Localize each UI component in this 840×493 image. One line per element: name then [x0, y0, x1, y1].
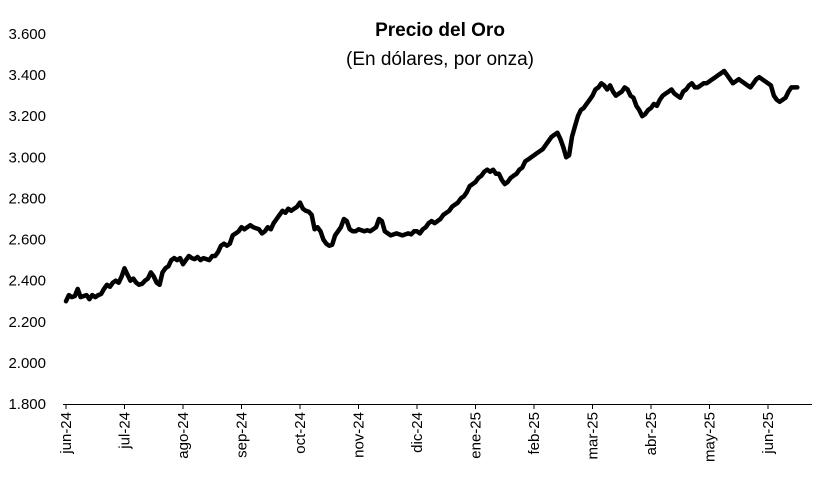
x-tick-label: oct-24 — [292, 412, 309, 454]
chart-title: Precio del Oro — [375, 20, 505, 41]
x-tick-label: mar-25 — [585, 412, 602, 460]
x-tick-label: dic-24 — [409, 412, 426, 453]
x-tick-label: nov-24 — [351, 412, 368, 458]
y-axis: 1.800 2.000 2.200 2.400 2.600 2.800 3.000 3.200… — [8, 26, 46, 413]
x-axis: jun-24 jul-24 ago-24 sep-24 oct-24 nov-24 dic-… — [58, 404, 812, 462]
y-tick-label: 2.800 — [8, 190, 46, 207]
x-tick-label: ago-24 — [175, 412, 192, 459]
x-tick-label: may-25 — [702, 412, 719, 462]
x-tick-label: ene-25 — [468, 412, 485, 459]
x-tick-label: feb-25 — [526, 412, 543, 455]
y-tick-label: 2.600 — [8, 232, 46, 249]
x-tick-label: abr-25 — [643, 412, 660, 455]
y-tick-label: 2.200 — [8, 314, 46, 331]
series-layer — [63, 68, 800, 304]
x-tick-label: sep-24 — [234, 412, 251, 458]
y-tick-label: 3.000 — [8, 149, 46, 166]
y-tick-label: 1.800 — [8, 396, 46, 413]
y-tick-label: 3.200 — [8, 108, 46, 125]
x-tick-label: jun-24 — [58, 412, 75, 455]
y-tick-label: 3.600 — [8, 26, 46, 43]
x-tick-label: jun-25 — [760, 412, 777, 455]
y-tick-label: 2.400 — [8, 273, 46, 290]
x-tick-label: jul-24 — [117, 412, 134, 450]
chart-subtitle: (En dólares, por onza) — [346, 49, 534, 70]
y-tick-label: 3.400 — [8, 67, 46, 84]
y-tick-label: 2.000 — [8, 355, 46, 372]
gold-price-line — [63, 68, 800, 304]
